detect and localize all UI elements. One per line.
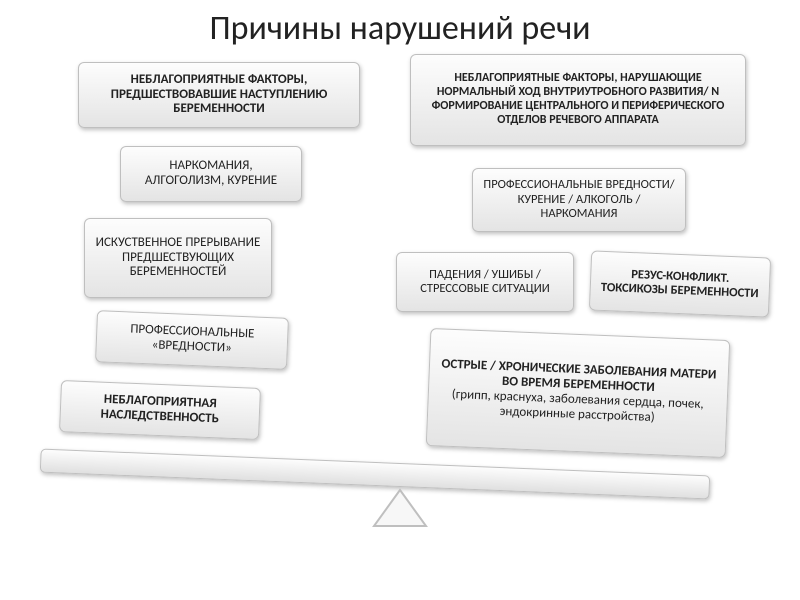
page-title: Причины нарушений речи bbox=[0, 8, 800, 49]
diagram-stage: Причины нарушений речи НЕБЛАГОПРИЯТНЫЕ Ф… bbox=[0, 0, 800, 600]
box-text: ОСТРЫЕ / ХРОНИЧЕСКИЕ ЗАБОЛЕВАНИЯ МАТЕРИ … bbox=[436, 357, 720, 428]
box-left-3: ПРОФЕССИОНАЛЬНЫЕ «ВРЕДНОСТИ» bbox=[95, 310, 289, 370]
box-right-3: ОСТРЫЕ / ХРОНИЧЕСКИЕ ЗАБОЛЕВАНИЯ МАТЕРИ … bbox=[426, 328, 730, 458]
box-text: НЕБЛАГОПРИЯТНЫЕ ФАКТОРЫ, НАРУШАЮЩИЕ НОРМ… bbox=[419, 72, 737, 127]
box-left-4: НЕБЛАГОПРИЯТНАЯ НАСЛЕДСТВЕННОСТЬ bbox=[59, 380, 261, 440]
box-left-header: НЕБЛАГОПРИЯТНЫЕ ФАКТОРЫ, ПРЕДШЕСТВОВАВШИ… bbox=[78, 62, 360, 128]
box-text: НЕБЛАГОПРИЯТНЫЕ ФАКТОРЫ, ПРЕДШЕСТВОВАВШИ… bbox=[87, 73, 351, 118]
box-left-2: ИСКУСТВЕННОЕ ПРЕРЫВАНИЕ ПРЕДШЕСТВУЮЩИХ Б… bbox=[84, 218, 272, 298]
box-text: ПРОФЕССИОНАЛЬНЫЕ ВРЕДНОСТИ/ КУРЕНИЕ / АЛ… bbox=[481, 178, 677, 221]
box-right-2b: РЕЗУС-КОНФЛИКТ. ТОКСИКОЗЫ БЕРЕМЕННОСТИ bbox=[589, 250, 771, 317]
box-right-header: НЕБЛАГОПРИЯТНЫЕ ФАКТОРЫ, НАРУШАЮЩИЕ НОРМ… bbox=[410, 54, 746, 146]
box-left-1: НАРКОМАНИЯ, АЛГОГОЛИЗМ, КУРЕНИЕ bbox=[120, 146, 302, 202]
box-text: НЕБЛАГОПРИЯТНАЯ НАСЛЕДСТВЕННОСТЬ bbox=[68, 391, 251, 428]
box-text: НАРКОМАНИЯ, АЛГОГОЛИЗМ, КУРЕНИЕ bbox=[129, 159, 293, 189]
box-text: ИСКУСТВЕННОЕ ПРЕРЫВАНИЕ ПРЕДШЕСТВУЮЩИХ Б… bbox=[93, 236, 263, 281]
box-text: ПАДЕНИЯ / УШИБЫ / СТРЕССОВЫЕ СИТУАЦИИ bbox=[405, 268, 565, 297]
box-right-1: ПРОФЕССИОНАЛЬНЫЕ ВРЕДНОСТИ/ КУРЕНИЕ / АЛ… bbox=[472, 168, 686, 232]
box-text: РЕЗУС-КОНФЛИКТ. ТОКСИКОЗЫ БЕРЕМЕННОСТИ bbox=[598, 266, 761, 301]
box-right-2a: ПАДЕНИЯ / УШИБЫ / СТРЕССОВЫЕ СИТУАЦИИ bbox=[396, 252, 574, 312]
box-text: ПРОФЕССИОНАЛЬНЫЕ «ВРЕДНОСТИ» bbox=[104, 322, 279, 359]
